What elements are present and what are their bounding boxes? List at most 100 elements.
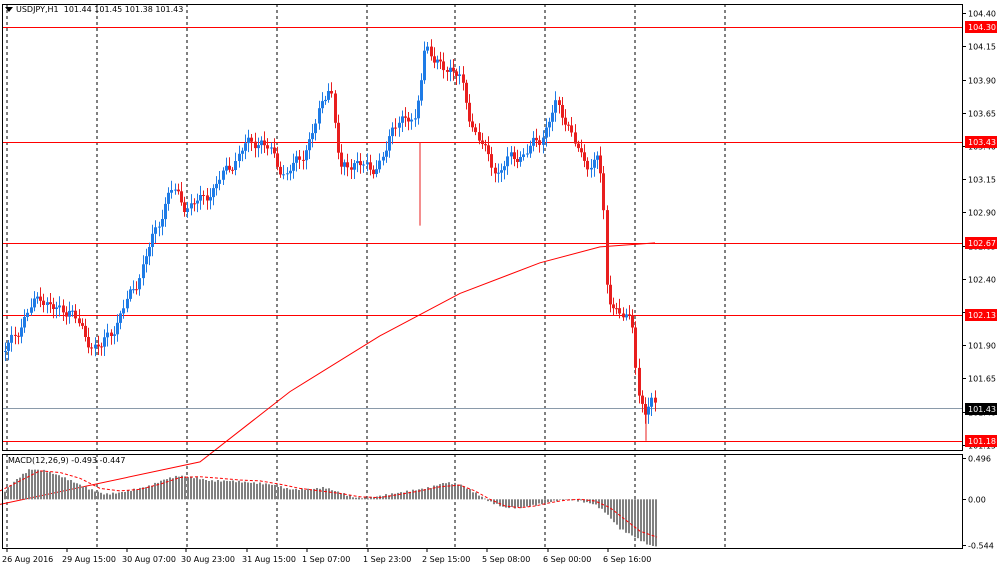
candle-body — [209, 197, 212, 201]
macd-histogram-bar — [439, 484, 441, 500]
macd-histogram-bar — [409, 491, 411, 500]
ohlc-values: 101.44 101.45 101.38 101.43 — [63, 5, 184, 14]
macd-histogram-bar — [181, 475, 183, 500]
candle-body — [542, 137, 545, 145]
macd-histogram-bar — [652, 499, 654, 546]
macd-histogram-bar — [208, 481, 210, 500]
macd-histogram-bar — [172, 478, 174, 500]
macd-histogram-bar — [502, 499, 504, 507]
candle-body — [126, 298, 129, 309]
candle-body — [612, 304, 615, 309]
level-price-tag — [965, 136, 997, 148]
candle-body — [314, 123, 317, 134]
current-price-label: 101.43 — [968, 405, 996, 414]
candle-body — [532, 137, 535, 146]
candle-body — [167, 192, 170, 204]
macd-histogram-bar — [574, 499, 576, 500]
candle-body — [625, 314, 628, 318]
macd-histogram-bar — [40, 470, 42, 500]
time-tick-label: 5 Sep 08:00 — [482, 555, 530, 564]
candle-body — [401, 116, 404, 123]
macd-histogram-bar — [37, 469, 39, 500]
macd-histogram-bar — [280, 486, 282, 500]
macd-histogram-bar — [625, 499, 627, 533]
candle-body — [484, 144, 487, 146]
candle-body — [87, 337, 90, 348]
candle-body — [154, 227, 157, 234]
candle-body — [481, 140, 484, 144]
candle-body — [81, 323, 84, 326]
macd-histogram-bar — [526, 499, 528, 507]
candle-body — [570, 125, 573, 133]
candle-body — [378, 160, 381, 170]
macd-histogram-bar — [256, 483, 258, 500]
macd-histogram-bar — [376, 496, 378, 500]
macd-histogram-bar — [232, 480, 234, 500]
candle-body — [330, 91, 333, 94]
candle-body — [190, 203, 193, 209]
candle-body — [78, 318, 81, 324]
time-tick-label: 6 Sep 00:00 — [543, 555, 591, 564]
candle-body — [238, 153, 241, 161]
candle-body — [113, 334, 116, 336]
macd-histogram-bar — [490, 499, 492, 502]
price-tick-label: 101.65 — [968, 375, 996, 384]
macd-histogram-bar — [445, 483, 447, 500]
candle-body — [14, 334, 17, 336]
price-tick-label: 101.90 — [968, 342, 996, 351]
candle-body — [151, 233, 154, 247]
macd-histogram-bar — [298, 490, 300, 500]
macd-histogram-bar — [91, 489, 93, 500]
candle-body — [273, 147, 276, 154]
macd-histogram-bar — [547, 499, 549, 503]
candle-body — [26, 312, 29, 317]
macd-histogram-bar — [97, 491, 99, 500]
candle-body — [468, 102, 471, 122]
candle-body — [654, 397, 657, 403]
macd-histogram-bar — [31, 469, 33, 500]
macd-histogram-bar — [499, 499, 501, 507]
macd-histogram-bar — [277, 487, 279, 500]
candle-body — [180, 191, 183, 203]
macd-histogram-bar — [475, 492, 477, 500]
macd-histogram-bar — [25, 473, 27, 500]
candle-body — [7, 342, 10, 351]
candle-body — [250, 137, 253, 142]
macd-histogram-bar — [202, 478, 204, 500]
candle-body — [177, 189, 180, 192]
time-tick-label: 1 Sep 23:00 — [363, 555, 411, 564]
level-price-tag — [965, 309, 997, 321]
macd-histogram-bar — [352, 497, 354, 500]
candle-body — [74, 310, 77, 319]
macd-histogram-bar — [160, 480, 162, 500]
candle-body — [222, 170, 225, 180]
macd-histogram-bar — [148, 485, 150, 500]
macd-histogram-bar — [415, 490, 417, 500]
candle-body — [423, 50, 426, 81]
candle-body — [260, 140, 263, 146]
macd-histogram-bar — [478, 495, 480, 500]
macd-histogram-bar — [505, 499, 507, 508]
macd-histogram-bar — [562, 499, 564, 501]
price-tick-label: 102.90 — [968, 209, 996, 218]
level-price-label: 102.67 — [968, 239, 996, 248]
candle-body — [487, 145, 490, 155]
macd-histogram-bar — [364, 496, 366, 500]
macd-histogram-bar — [367, 498, 369, 500]
candle-body — [65, 312, 68, 317]
candle-body — [436, 59, 439, 63]
candle-body — [497, 172, 500, 174]
candle-body — [356, 161, 359, 164]
symbol-menu-arrow-icon[interactable] — [5, 7, 13, 12]
macd-layer — [0, 469, 658, 547]
candle-body — [577, 143, 580, 149]
macd-histogram-bar — [592, 499, 594, 505]
candle-body — [500, 170, 503, 173]
candles-layer — [4, 39, 657, 441]
macd-label: MACD(12,26,9) -0.493 -0.447 — [8, 456, 126, 465]
macd-histogram-bar — [535, 499, 537, 506]
macd-histogram-bar — [130, 491, 132, 500]
axis-layer: 104.40104.15103.90103.65103.40103.15102.… — [2, 10, 997, 564]
candle-body — [39, 296, 42, 301]
